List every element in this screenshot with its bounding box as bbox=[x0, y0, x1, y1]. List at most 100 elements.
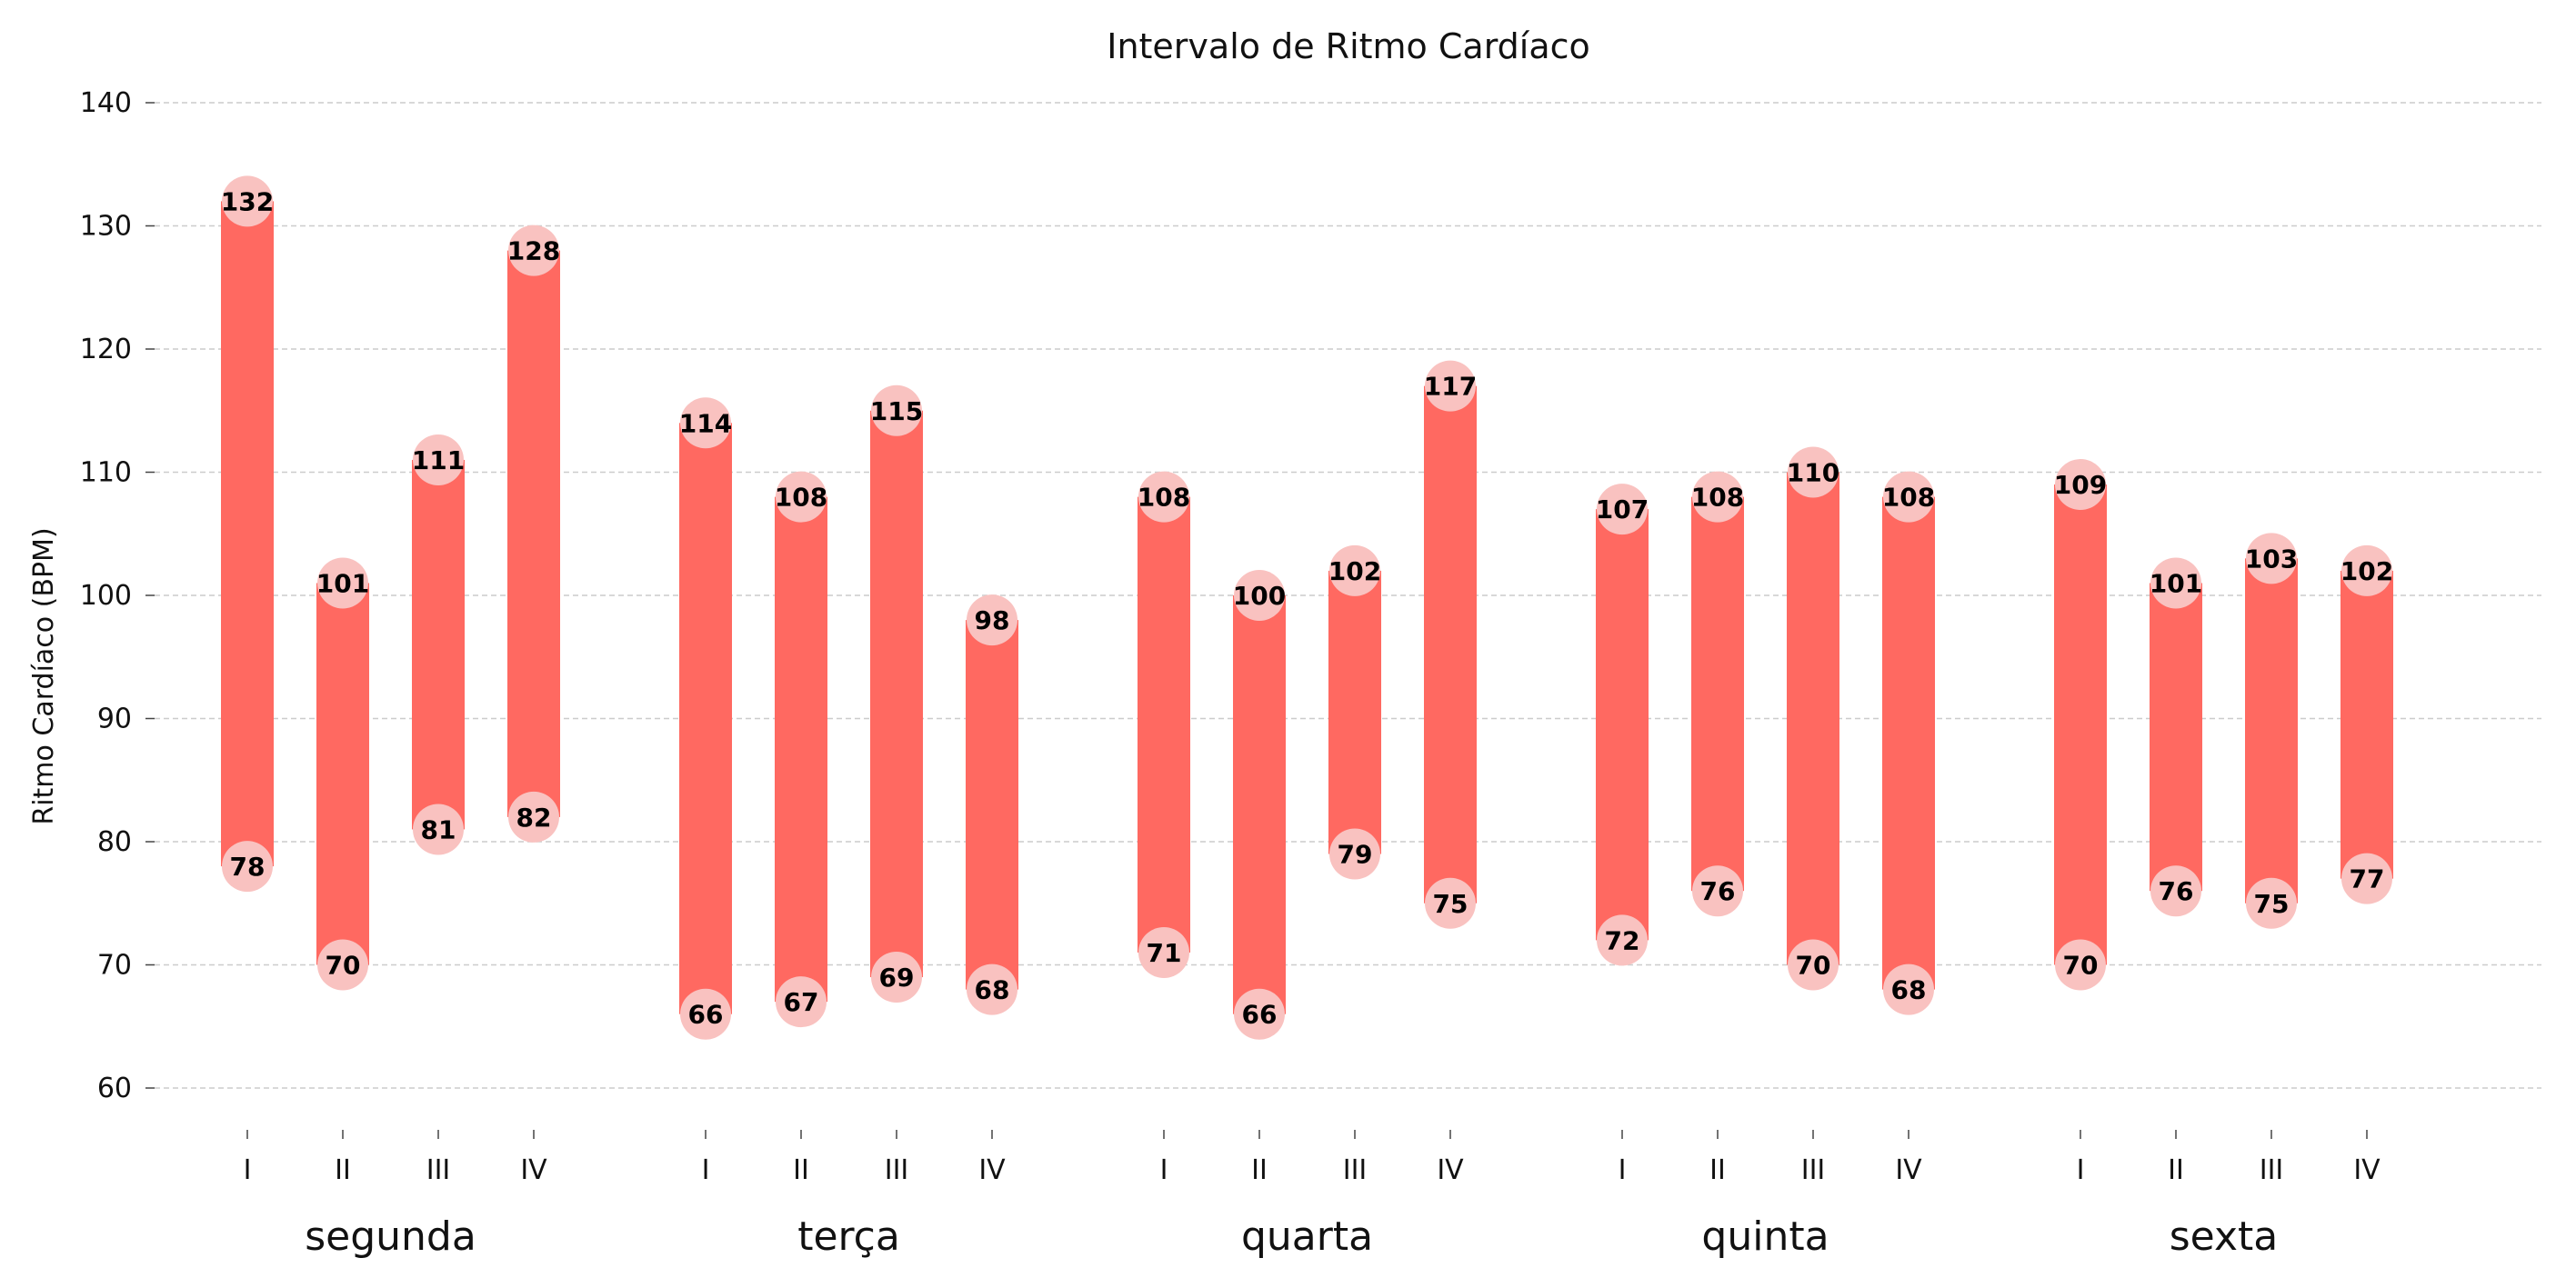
min-marker bbox=[967, 964, 1017, 1015]
range-bar bbox=[221, 201, 274, 867]
max-marker bbox=[1692, 471, 1743, 523]
min-marker bbox=[2246, 877, 2297, 929]
x-tick-label: III bbox=[2260, 1154, 2284, 1186]
min-marker bbox=[1788, 939, 1839, 991]
y-tick-label: 130 bbox=[80, 211, 132, 243]
max-marker bbox=[2150, 557, 2201, 609]
x-tick-label: I bbox=[2077, 1154, 2085, 1186]
x-tick-label: I bbox=[244, 1154, 252, 1186]
range-bar bbox=[775, 496, 827, 1003]
min-marker bbox=[1692, 865, 1743, 917]
max-marker bbox=[1597, 484, 1648, 535]
x-tick-label: III bbox=[426, 1154, 451, 1186]
x-tick-label: IV bbox=[978, 1154, 1006, 1186]
range-bar bbox=[1138, 496, 1190, 953]
max-value-label: 102 bbox=[1328, 556, 1381, 586]
x-tick-label: II bbox=[335, 1154, 351, 1186]
max-value-label: 111 bbox=[412, 445, 465, 475]
max-value-label: 101 bbox=[2150, 568, 2202, 598]
min-marker bbox=[1234, 988, 1285, 1040]
chart-title: Intervalo de Ritmo Cardíaco bbox=[1107, 26, 1590, 66]
y-tick-label: 60 bbox=[97, 1073, 132, 1104]
group-label: sexta bbox=[2170, 1213, 2278, 1260]
x-tick-label: II bbox=[2168, 1154, 2184, 1186]
min-value-label: 72 bbox=[1605, 925, 1640, 955]
range-bar bbox=[1328, 570, 1381, 854]
group-label: quinta bbox=[1701, 1213, 1829, 1260]
min-value-label: 70 bbox=[2063, 951, 2099, 981]
min-marker bbox=[413, 804, 464, 855]
x-tick-label: I bbox=[1619, 1154, 1627, 1186]
min-value-label: 66 bbox=[688, 1000, 724, 1030]
y-tick-label: 110 bbox=[80, 457, 132, 489]
min-value-label: 66 bbox=[1242, 1000, 1278, 1030]
max-value-label: 109 bbox=[2054, 470, 2107, 500]
range-bar bbox=[2150, 583, 2202, 892]
max-value-label: 108 bbox=[1882, 483, 1935, 513]
x-tick-label: II bbox=[1709, 1154, 1726, 1186]
x-tick-label: IV bbox=[1895, 1154, 1922, 1186]
max-value-label: 101 bbox=[316, 568, 369, 598]
range-bar bbox=[1787, 472, 1839, 965]
min-value-label: 77 bbox=[2350, 864, 2385, 894]
min-value-label: 70 bbox=[326, 951, 361, 981]
max-marker bbox=[1425, 360, 1476, 412]
range-bar bbox=[2054, 484, 2107, 965]
min-value-label: 75 bbox=[1433, 889, 1468, 919]
max-value-label: 107 bbox=[1596, 494, 1649, 524]
y-tick-label: 70 bbox=[97, 950, 132, 982]
max-value-label: 108 bbox=[1138, 483, 1190, 513]
range-bar bbox=[1882, 496, 1935, 990]
min-marker bbox=[317, 939, 368, 991]
min-marker bbox=[776, 976, 827, 1028]
min-value-label: 67 bbox=[784, 987, 819, 1017]
max-marker bbox=[1883, 471, 1934, 523]
min-marker bbox=[680, 988, 731, 1040]
max-value-label: 128 bbox=[507, 236, 560, 266]
max-value-label: 132 bbox=[221, 186, 274, 216]
max-marker bbox=[1138, 471, 1189, 523]
y-tick-label: 80 bbox=[97, 826, 132, 858]
group-label: segunda bbox=[305, 1213, 476, 1260]
min-value-label: 68 bbox=[1891, 975, 1927, 1005]
min-marker bbox=[2150, 865, 2201, 917]
min-value-label: 82 bbox=[516, 803, 552, 833]
max-value-label: 114 bbox=[679, 408, 732, 438]
range-bar bbox=[1596, 509, 1649, 941]
x-tick-label: III bbox=[885, 1154, 909, 1186]
max-value-label: 103 bbox=[2245, 544, 2298, 574]
group-label: terça bbox=[797, 1213, 900, 1260]
y-tick-label: 100 bbox=[80, 580, 132, 612]
y-tick-label: 140 bbox=[80, 87, 132, 119]
x-tick-label: II bbox=[793, 1154, 809, 1186]
min-marker bbox=[222, 841, 273, 893]
max-value-label: 117 bbox=[1424, 372, 1477, 402]
range-bar bbox=[1424, 385, 1477, 904]
max-value-label: 98 bbox=[975, 605, 1010, 635]
min-value-label: 75 bbox=[2254, 889, 2290, 919]
min-marker bbox=[871, 952, 922, 1003]
max-value-label: 102 bbox=[2340, 556, 2393, 586]
x-tick-label: IV bbox=[1437, 1154, 1464, 1186]
max-marker bbox=[680, 397, 731, 449]
max-marker bbox=[967, 594, 1017, 646]
y-tick-label: 120 bbox=[80, 334, 132, 365]
max-value-label: 110 bbox=[1787, 458, 1839, 488]
min-marker bbox=[1138, 926, 1189, 978]
min-marker bbox=[508, 791, 559, 843]
range-bar bbox=[507, 250, 560, 817]
min-value-label: 79 bbox=[1338, 840, 1373, 870]
x-tick-label: I bbox=[1160, 1154, 1168, 1186]
x-tick-label: IV bbox=[2353, 1154, 2381, 1186]
range-bar bbox=[316, 583, 369, 965]
range-bar bbox=[2245, 558, 2298, 904]
group-label: quarta bbox=[1241, 1213, 1373, 1260]
min-marker bbox=[1883, 964, 1934, 1015]
x-tick-label: III bbox=[1801, 1154, 1826, 1186]
min-value-label: 71 bbox=[1147, 938, 1182, 968]
bars-layer: 132 78 101 70 111 81 128 82 114 66 108 67 115 69 98 68 1… bbox=[221, 175, 2393, 1040]
max-value-label: 115 bbox=[870, 396, 923, 426]
min-value-label: 68 bbox=[975, 975, 1010, 1005]
